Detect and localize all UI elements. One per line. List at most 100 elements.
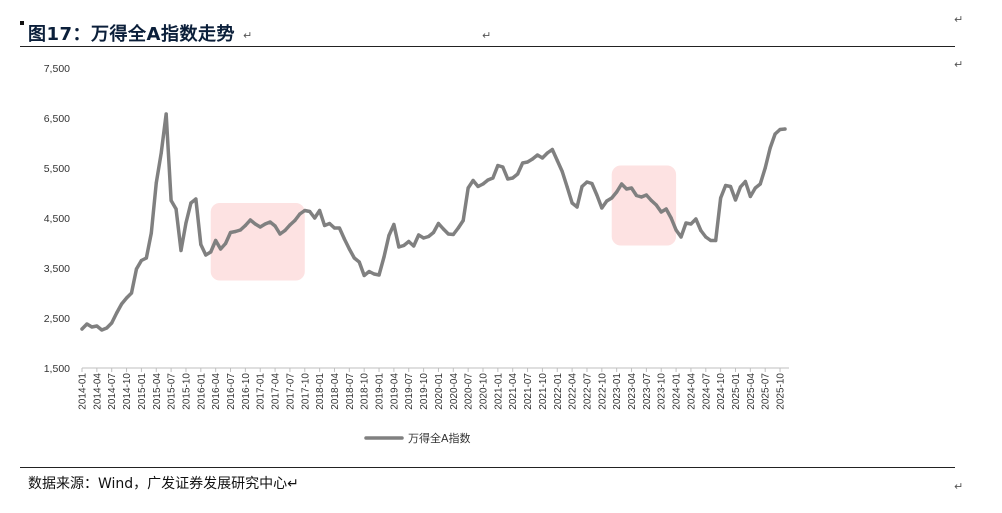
data-point <box>723 183 728 188</box>
data-point <box>441 227 446 231</box>
x-tick-label: 2014-07 <box>107 373 118 410</box>
data-point <box>154 181 158 185</box>
data-point <box>377 273 381 277</box>
data-point <box>525 160 530 164</box>
data-point <box>293 218 297 223</box>
y-tick-label: 7,500 <box>44 63 70 75</box>
data-point <box>174 207 178 211</box>
data-point <box>362 273 366 278</box>
x-tick-label: 2014-01 <box>78 373 89 410</box>
x-tick-label: 2025-04 <box>746 373 757 410</box>
data-point <box>194 197 198 201</box>
x-tick-label: 2017-04 <box>271 373 282 410</box>
data-point <box>308 209 312 214</box>
legend-label: 万得全A指数 <box>408 431 471 445</box>
x-tick-label: 2024-10 <box>716 373 727 410</box>
data-point <box>540 156 545 160</box>
x-tick-label: 2019-10 <box>419 373 430 410</box>
x-tick-label: 2025-01 <box>731 373 742 410</box>
data-point <box>387 233 391 238</box>
x-tick-label: 2018-04 <box>330 373 341 410</box>
data-point <box>199 242 203 247</box>
data-point <box>129 291 134 295</box>
data-point <box>223 241 228 246</box>
y-tick-label: 4,500 <box>44 213 70 225</box>
x-tick-label: 2019-01 <box>375 373 386 410</box>
x-tick-label: 2021-04 <box>508 373 519 410</box>
data-point <box>684 221 688 225</box>
data-point <box>521 161 525 165</box>
data-point <box>322 223 327 228</box>
data-point <box>506 177 510 181</box>
data-point <box>397 245 401 249</box>
data-point <box>714 238 718 243</box>
data-point <box>95 324 99 328</box>
data-point <box>634 193 639 198</box>
data-point <box>124 296 129 300</box>
data-point <box>169 198 173 203</box>
data-point <box>347 247 351 251</box>
x-tick-label: 2021-01 <box>493 373 504 410</box>
x-tick-label: 2017-07 <box>285 373 296 410</box>
data-point <box>278 232 282 236</box>
data-point <box>674 228 678 232</box>
data-point <box>461 218 465 223</box>
data-point <box>699 228 703 233</box>
data-point <box>778 127 782 132</box>
data-point <box>530 157 535 161</box>
data-point <box>496 163 500 168</box>
paragraph-mark-icon: ↵ <box>954 58 964 71</box>
figure-title: 图17：万得全A指数走势 <box>28 24 235 45</box>
x-tick-label: 2020-04 <box>449 373 460 410</box>
data-point <box>421 236 426 240</box>
data-point <box>134 267 139 271</box>
data-point <box>753 186 757 190</box>
data-point <box>738 185 743 189</box>
paragraph-mark-icon: ↵ <box>954 13 964 26</box>
x-tick-label: 2024-07 <box>701 373 712 410</box>
data-point <box>233 229 238 234</box>
data-point <box>694 217 698 221</box>
x-tick-label: 2015-01 <box>137 373 148 410</box>
data-point <box>273 224 277 228</box>
data-point <box>709 238 713 243</box>
data-point <box>486 178 490 182</box>
data-point <box>209 250 213 254</box>
data-point <box>481 182 485 186</box>
y-tick-label: 2,500 <box>44 313 70 325</box>
data-point <box>407 239 411 244</box>
data-point <box>511 176 515 180</box>
data-point <box>426 234 431 239</box>
data-point <box>184 221 188 225</box>
x-tick-label: 2015-10 <box>181 373 192 410</box>
x-tick-label: 2024-01 <box>672 373 683 410</box>
x-tick-label: 2020-01 <box>434 373 445 410</box>
data-point <box>144 256 148 260</box>
data-point <box>431 230 436 235</box>
x-tick-label: 2018-07 <box>345 373 356 410</box>
x-tick-label: 2025-07 <box>761 373 772 410</box>
data-point <box>228 230 233 235</box>
data-point <box>654 203 658 207</box>
data-point <box>164 112 168 116</box>
data-point <box>298 212 302 216</box>
data-point <box>258 225 262 229</box>
data-point <box>768 146 772 150</box>
x-tick-label: 2022-07 <box>582 373 593 410</box>
x-tick-label: 2025-10 <box>776 373 787 410</box>
data-point <box>382 255 386 259</box>
x-tick-label: 2016-01 <box>196 373 207 410</box>
data-point <box>253 222 257 226</box>
data-point <box>159 151 163 155</box>
data-point <box>248 218 252 222</box>
data-point <box>313 216 317 220</box>
data-point <box>728 184 733 189</box>
data-point <box>773 132 777 136</box>
x-tick-label: 2022-10 <box>597 373 608 410</box>
x-tick-label: 2015-07 <box>167 373 178 410</box>
x-tick-label: 2023-07 <box>642 373 653 410</box>
data-point <box>120 302 124 306</box>
x-tick-label: 2023-01 <box>612 373 623 410</box>
data-point <box>243 223 247 228</box>
